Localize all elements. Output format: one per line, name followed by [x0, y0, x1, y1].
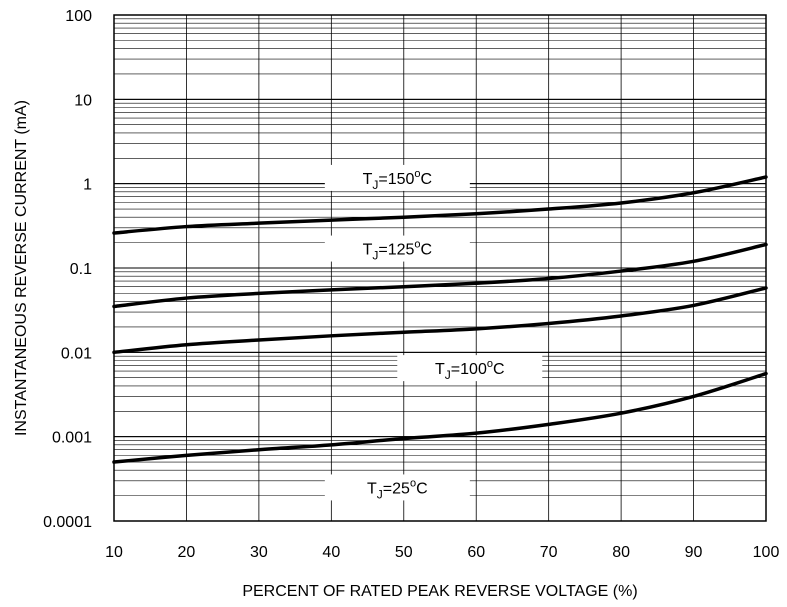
- y-tick-label: 0.01: [61, 345, 92, 362]
- series-label-3: TJ=25oC: [324, 474, 470, 501]
- series-labels: TJ=150oC TJ=125oC TJ=100oC TJ=25oC: [324, 164, 543, 501]
- x-tick-label: 10: [105, 544, 123, 561]
- x-tick-label: 80: [612, 544, 630, 561]
- y-tick-label: 0.001: [52, 430, 92, 447]
- x-tick-label: 20: [178, 544, 196, 561]
- series-label-0: TJ=150oC: [324, 164, 470, 192]
- series-label-text: TJ=25oC: [367, 477, 428, 501]
- x-tick-label: 90: [685, 544, 703, 561]
- grid: [113, 14, 767, 522]
- series-label-bg: [397, 355, 543, 382]
- y-tick-label: 0.0001: [43, 514, 92, 531]
- series-line-0: [112, 175, 768, 235]
- series-label-text: TJ=150oC: [363, 168, 433, 192]
- series-label-bg: [324, 164, 470, 191]
- series-line-2: [112, 286, 768, 355]
- x-tick-label: 30: [250, 544, 268, 561]
- x-tick-labels: 10 20 30 40 50 60 70 80 90 100: [105, 544, 779, 561]
- y-tick-labels: 100 10 1 0.1 0.01 0.001 0.0001: [43, 8, 92, 531]
- series-label-1: TJ=125oC: [324, 235, 470, 263]
- series-label-text: TJ=125oC: [363, 239, 433, 263]
- y-tick-label: 100: [65, 8, 92, 25]
- x-tick-label: 40: [322, 544, 340, 561]
- series-label-bg: [324, 474, 470, 501]
- series-line-3: [112, 371, 768, 464]
- plot-frame: [113, 14, 767, 522]
- series-label-text: TJ=100oC: [435, 358, 505, 382]
- series-lines: [112, 175, 768, 464]
- series-label-bg: [324, 235, 470, 262]
- y-tick-label: 0.1: [70, 261, 92, 278]
- y-tick-label: 1: [83, 177, 92, 194]
- y-tick-label: 10: [74, 92, 92, 109]
- x-tick-label: 60: [467, 544, 485, 561]
- y-axis-title: INSTANTANEOUS REVERSE CURRENT (mA): [13, 100, 30, 436]
- series-label-2: TJ=100oC: [397, 355, 543, 382]
- x-axis-title: PERCENT OF RATED PEAK REVERSE VOLTAGE (%…: [242, 583, 637, 600]
- series-line-1: [112, 242, 768, 309]
- x-tick-label: 50: [395, 544, 413, 561]
- x-tick-label: 100: [753, 544, 780, 561]
- x-tick-label: 70: [540, 544, 558, 561]
